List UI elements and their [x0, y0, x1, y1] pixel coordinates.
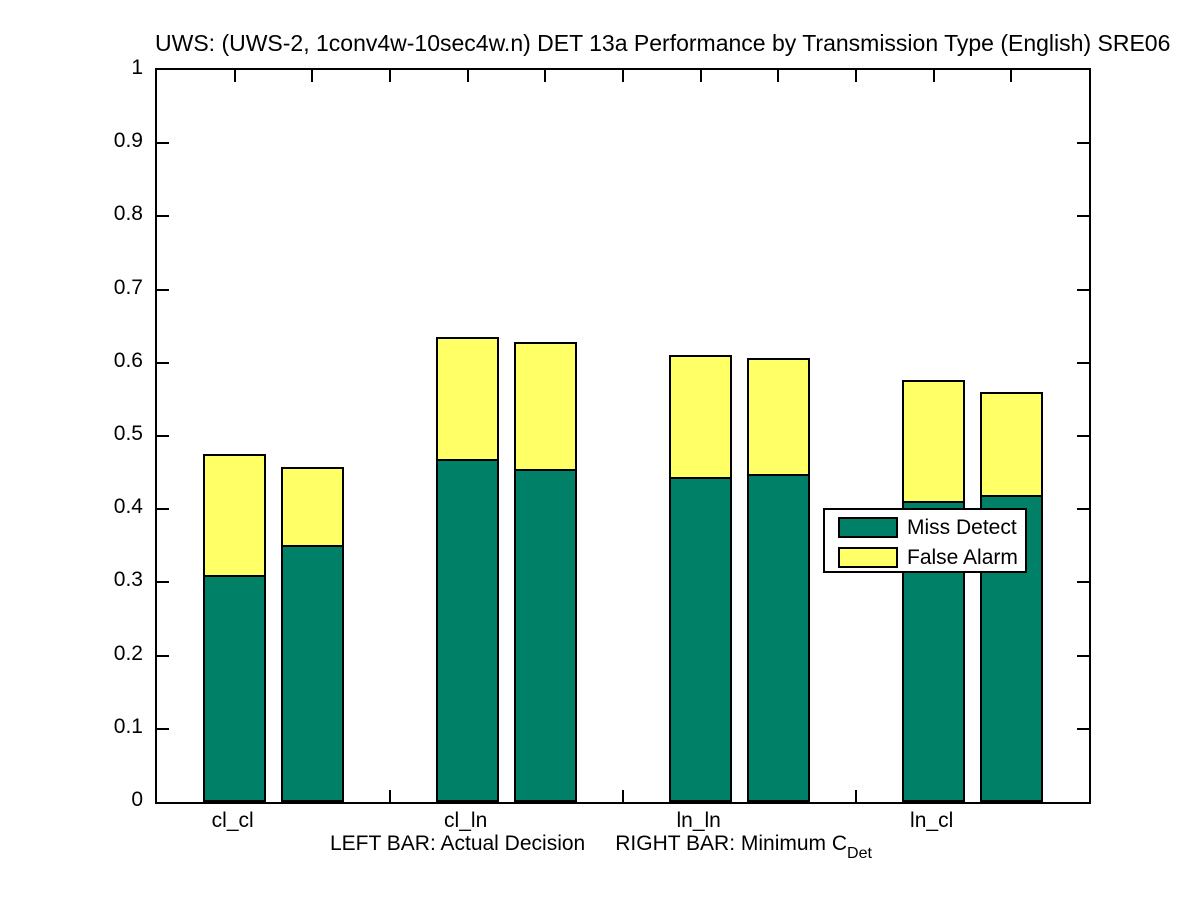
- y-axis-tick-right: [1077, 727, 1089, 730]
- y-tick-label: 0.9: [113, 129, 143, 153]
- x-axis-label-right: RIGHT BAR: Minimum C: [615, 832, 848, 855]
- legend-swatch-false-alarm: [838, 547, 898, 568]
- y-axis-tick-right: [1077, 361, 1089, 364]
- y-axis-tick-left: [157, 215, 169, 218]
- x-axis-tick-top: [233, 70, 236, 82]
- legend-swatch-miss-detect: [838, 517, 898, 538]
- y-axis-tick-right: [1077, 288, 1089, 291]
- y-tick-label: 0.4: [113, 495, 143, 519]
- x-axis-tick-top: [622, 70, 624, 82]
- y-tick-label: 0.1: [113, 714, 143, 738]
- bar-cl_cl-actual-decision: [203, 453, 267, 802]
- y-axis-tick-left: [157, 654, 169, 657]
- bar-segment-false-alarm: [282, 468, 342, 548]
- y-tick-label: 0.8: [113, 202, 143, 226]
- x-axis-tick-bottom: [622, 790, 624, 802]
- x-category-label-ln_cl: ln_cl: [910, 809, 954, 832]
- y-axis-tick-right: [1077, 142, 1089, 145]
- bar-ln_ln-actual-decision: [669, 354, 733, 802]
- bar-segment-false-alarm: [438, 339, 498, 461]
- y-axis-tick-left: [157, 727, 169, 730]
- y-axis-tick-left: [157, 581, 169, 584]
- y-axis-tick-left: [157, 361, 169, 364]
- legend-label-miss-detect: Miss Detect: [907, 516, 1017, 539]
- x-axis-tick-top: [544, 70, 547, 82]
- bar-cl_cl-minimum-cdet: [280, 466, 344, 802]
- y-axis-tick-right: [1077, 508, 1089, 511]
- y-axis-tick-left: [157, 288, 169, 291]
- y-axis-tick-left: [157, 435, 169, 437]
- x-axis-tick-top: [1010, 70, 1013, 82]
- bar-segment-false-alarm: [904, 382, 964, 504]
- bar-segment-false-alarm: [748, 359, 808, 477]
- y-tick-label: 0.3: [113, 568, 143, 592]
- x-axis-tick-top: [932, 70, 935, 82]
- y-axis-tick-right: [1077, 581, 1089, 584]
- y-tick-label: 0.5: [113, 422, 143, 445]
- y-tick-label: 0: [131, 788, 143, 811]
- legend: Miss Detect False Alarm: [823, 508, 1027, 573]
- y-axis-tick-right: [1077, 215, 1089, 218]
- y-axis-tick-left: [157, 508, 169, 511]
- x-axis-tick-bottom: [855, 790, 857, 802]
- plot-area: [155, 68, 1091, 804]
- bar-segment-false-alarm: [981, 394, 1041, 498]
- y-axis-tick-left: [157, 142, 169, 145]
- x-axis-tick-top: [389, 70, 391, 82]
- x-axis-tick-top: [699, 70, 702, 82]
- bar-segment-false-alarm: [671, 356, 731, 479]
- x-axis-tick-top: [855, 70, 857, 82]
- y-tick-label: 0.7: [113, 275, 143, 299]
- y-tick-label: 0.6: [113, 348, 143, 372]
- x-axis-tick-bottom: [389, 790, 391, 802]
- legend-label-false-alarm: False Alarm: [907, 546, 1018, 569]
- bar-ln_ln-minimum-cdet: [746, 357, 810, 802]
- x-axis-tick-top: [777, 70, 780, 82]
- x-axis-tick-top: [466, 70, 469, 82]
- y-tick-label: 0.2: [113, 641, 143, 665]
- bar-cl_ln-actual-decision: [436, 337, 500, 802]
- y-axis-tick-right: [1077, 654, 1089, 657]
- x-axis-tick-top: [311, 70, 314, 82]
- chart-title: UWS: (UWS-2, 1conv4w-10sec4w.n) DET 13a …: [155, 30, 1171, 56]
- x-axis-label: LEFT BAR: Actual Decision RIGHT BAR: Mini…: [330, 832, 872, 862]
- x-axis-label-left: LEFT BAR: Actual Decision: [330, 832, 586, 855]
- y-tick-label: 1: [131, 56, 143, 79]
- bar-segment-false-alarm: [515, 343, 575, 471]
- y-axis-tick-right: [1077, 435, 1089, 437]
- bar-cl_ln-minimum-cdet: [513, 341, 577, 802]
- x-category-label-ln_ln: ln_ln: [676, 809, 721, 832]
- bar-ln_cl-minimum-cdet: [979, 392, 1043, 802]
- x-category-label-cl_ln: cl_ln: [444, 809, 488, 832]
- bar-segment-false-alarm: [205, 455, 265, 578]
- x-category-label-cl_cl: cl_cl: [211, 809, 254, 832]
- bar-ln_cl-actual-decision: [902, 380, 966, 802]
- x-axis-label-subscript: Det: [847, 845, 872, 862]
